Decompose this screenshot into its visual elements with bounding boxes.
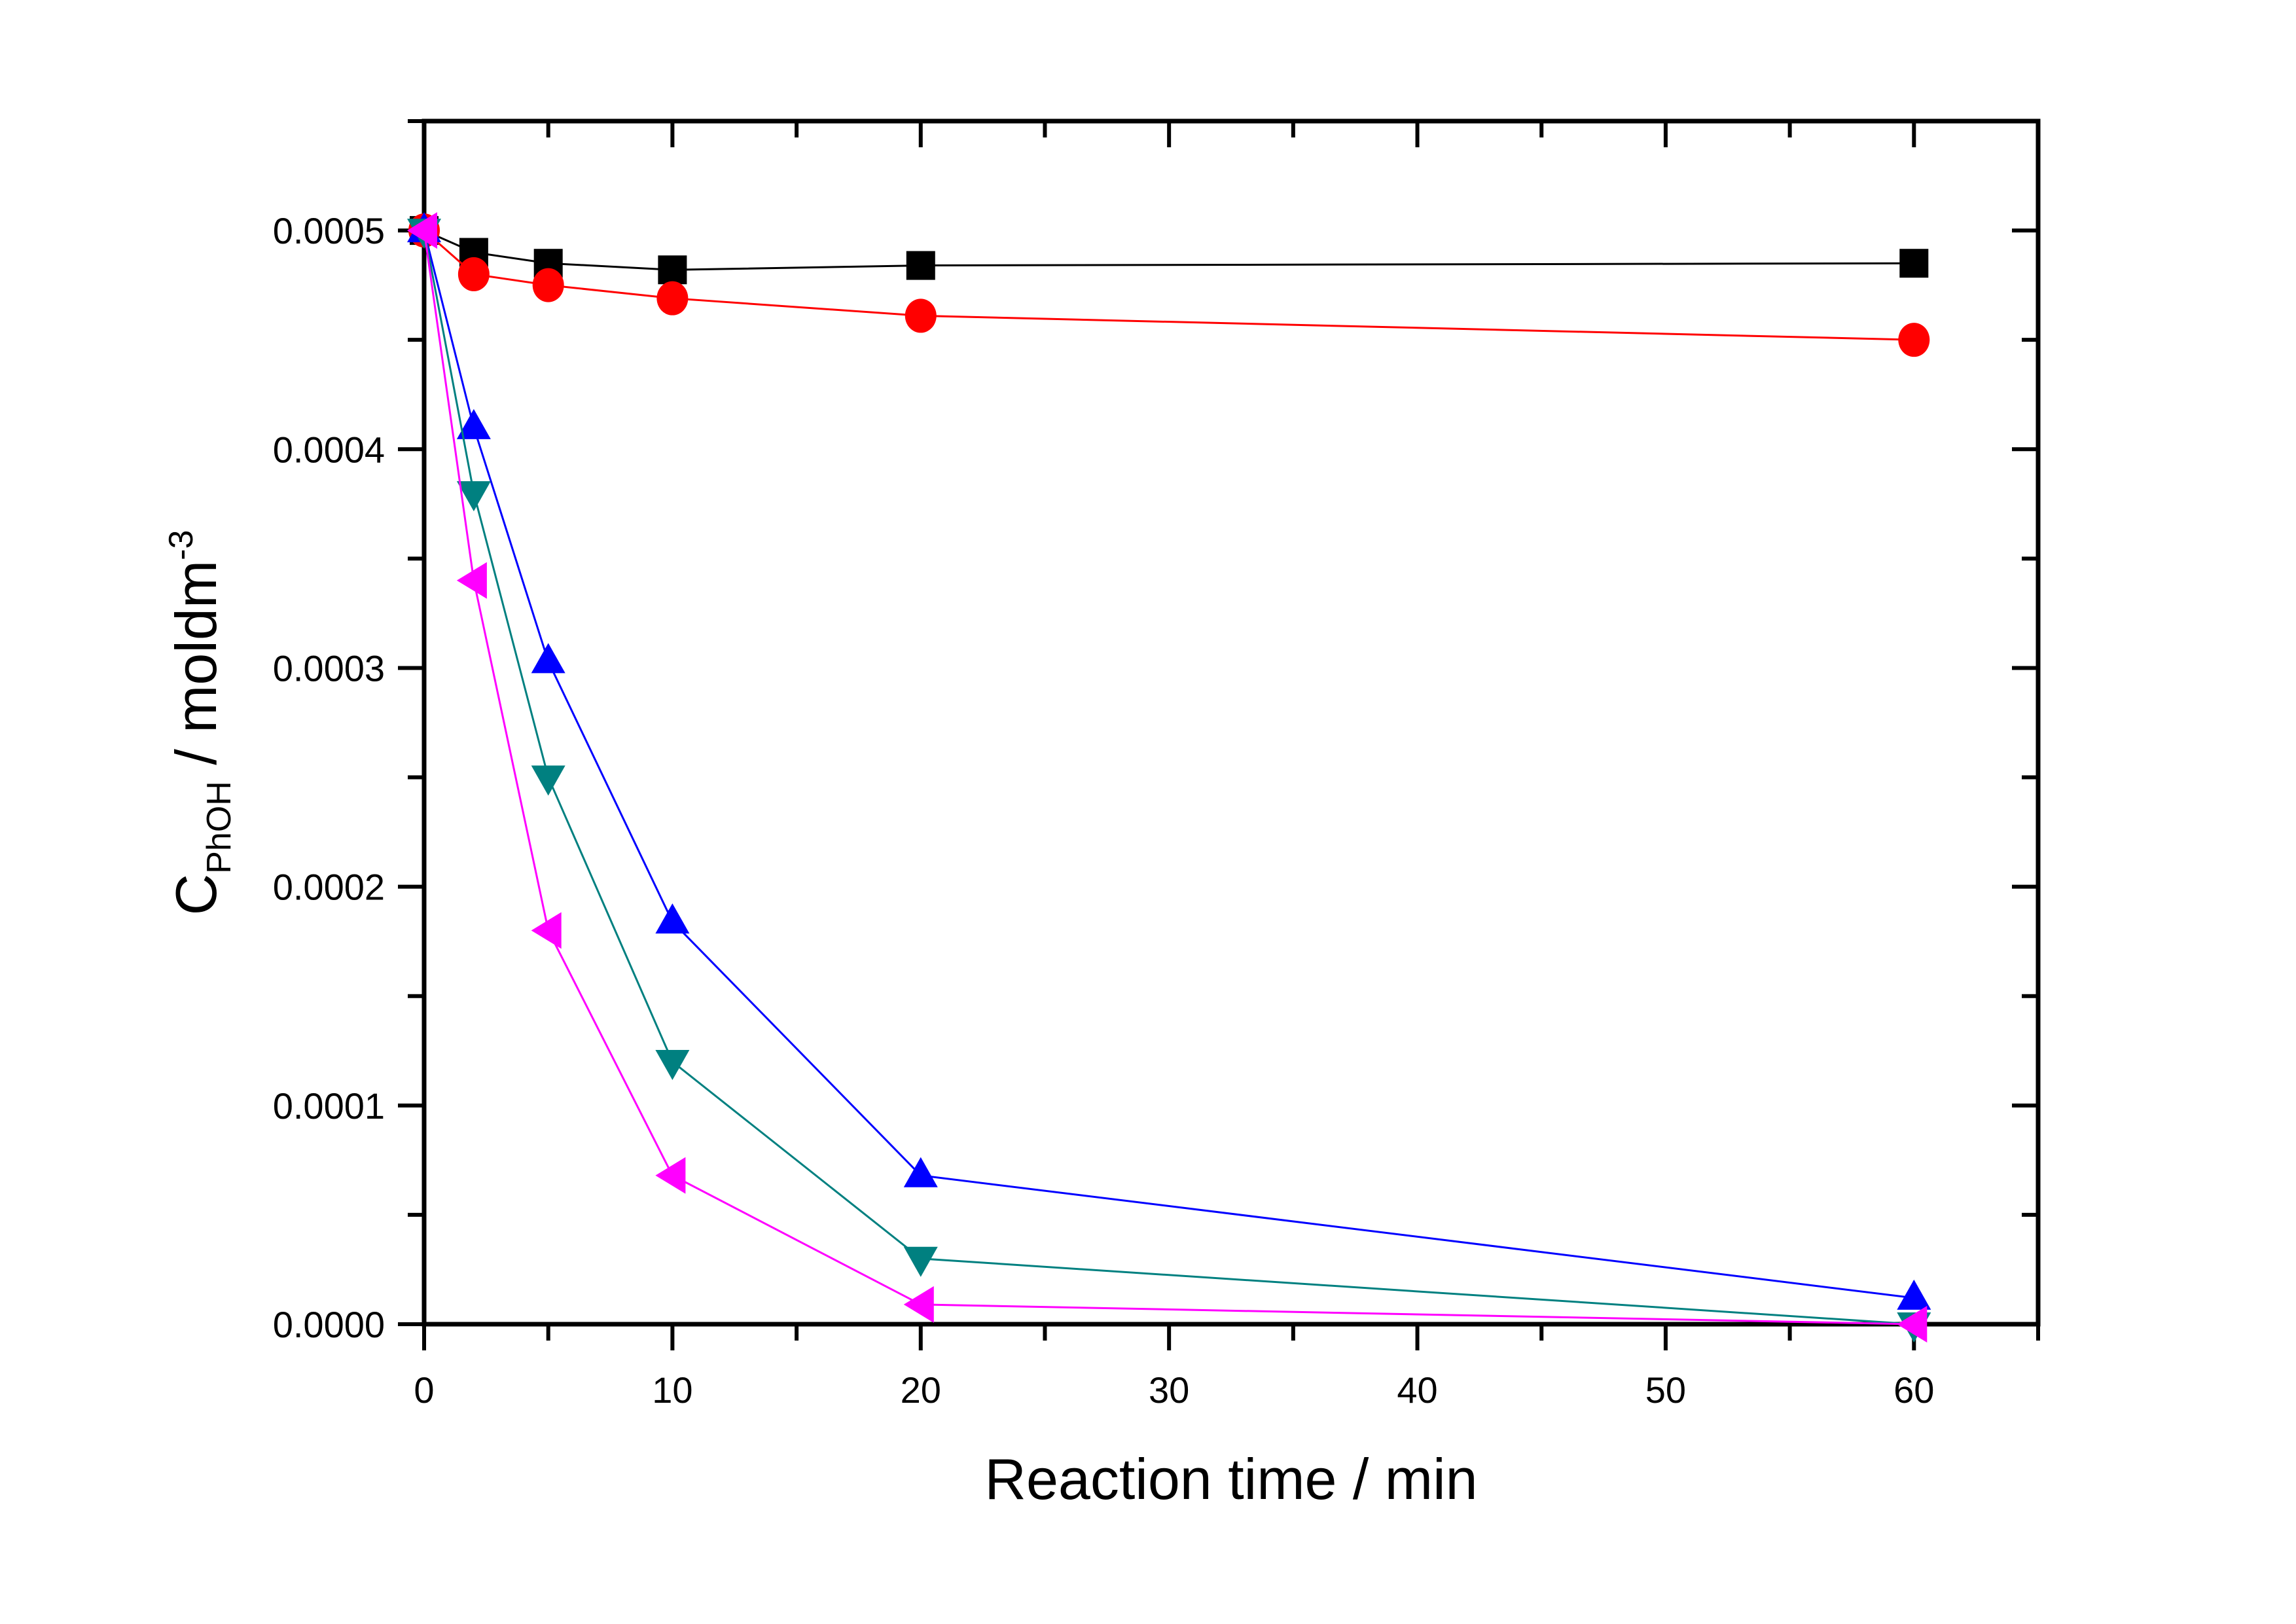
series-3 <box>407 212 1931 1310</box>
data-point-circle <box>905 298 937 333</box>
y-axis-title-unit: / moldm <box>164 560 228 781</box>
plot-frame <box>422 118 2041 1327</box>
y-tick-label: 0.0000 <box>273 1304 385 1345</box>
x-tick-label: 20 <box>901 1369 941 1411</box>
data-point-triangle-left <box>655 1157 686 1194</box>
data-point-circle <box>1898 323 1930 357</box>
data-point-square <box>906 251 935 280</box>
y-axis-title-main: C <box>164 874 228 916</box>
series-group <box>407 212 1931 1343</box>
series-1 <box>410 216 1929 285</box>
data-point-circle <box>656 281 689 316</box>
x-tick-label: 50 <box>1645 1369 1686 1411</box>
y-tick-label: 0.0001 <box>273 1085 385 1127</box>
x-tick-label: 30 <box>1149 1369 1189 1411</box>
y-axis-title: CPhOH / moldm-3 <box>162 530 238 916</box>
x-tick-label: 0 <box>414 1369 434 1411</box>
data-point-triangle-up <box>456 408 491 439</box>
data-point-triangle-down <box>655 1049 690 1080</box>
series-4 <box>407 219 1931 1343</box>
data-point-triangle-down <box>456 481 491 512</box>
data-point-circle <box>457 257 490 291</box>
data-point-square <box>1899 249 1929 278</box>
y-tick-labels: 0.0000 0.0001 0.0002 0.0003 0.0004 0.0005 <box>273 210 385 1345</box>
data-point-triangle-up <box>903 1157 938 1187</box>
data-point-triangle-up <box>655 903 690 934</box>
y-axis-title-superscript: -3 <box>162 530 200 560</box>
y-axis-title-subscript: PhOH <box>200 781 238 874</box>
data-point-triangle-left <box>1897 1306 1928 1343</box>
y-tick-label: 0.0002 <box>273 867 385 908</box>
series-2 <box>408 213 1930 357</box>
series-line <box>423 229 1914 271</box>
data-point-triangle-up <box>1897 1279 1931 1310</box>
series-line <box>423 229 1914 341</box>
x-tick-label: 10 <box>652 1369 692 1411</box>
data-point-triangle-left <box>407 212 437 249</box>
series-line <box>423 230 1914 1326</box>
data-point-triangle-down <box>903 1246 938 1277</box>
x-axis-title: Reaction time / min <box>984 1447 1477 1511</box>
x-tick-labels: 0 10 20 30 40 50 60 <box>414 1369 1934 1411</box>
x-tick-label: 40 <box>1397 1369 1437 1411</box>
axis-ticks <box>398 119 2040 1350</box>
series-5 <box>407 212 1928 1343</box>
series-line <box>423 230 1914 1299</box>
data-point-triangle-up <box>531 643 565 674</box>
x-tick-label: 60 <box>1893 1369 1934 1411</box>
y-tick-label: 0.0004 <box>273 429 385 470</box>
data-point-triangle-left <box>456 562 487 599</box>
data-point-triangle-left <box>531 912 562 949</box>
y-tick-label: 0.0005 <box>273 210 385 251</box>
y-tick-label: 0.0003 <box>273 647 385 689</box>
data-point-circle <box>532 268 564 302</box>
data-point-square <box>658 255 687 285</box>
data-point-triangle-down <box>531 765 565 796</box>
data-point-triangle-left <box>903 1286 934 1323</box>
series-line <box>423 230 1914 1326</box>
